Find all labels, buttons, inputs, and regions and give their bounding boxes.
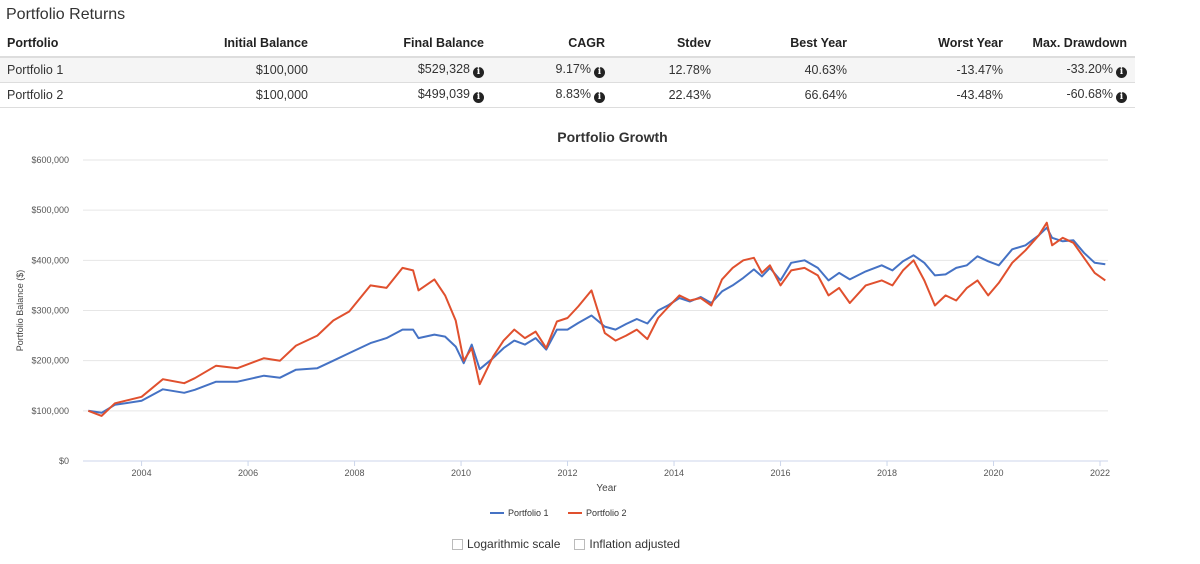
x-tick-label: 2010 (451, 468, 471, 478)
col-worst-year: Worst Year (855, 30, 1011, 58)
col-initial-balance: Initial Balance (185, 30, 316, 58)
col-final-balance: Final Balance (316, 30, 492, 58)
cell-portfolio: Portfolio 2 (0, 82, 185, 108)
inflation-option[interactable]: Inflation adjusted (574, 537, 680, 551)
x-tick-label: 2018 (877, 468, 897, 478)
cell-final-balance: $499,039 i (316, 82, 492, 108)
legend-label-1: Portfolio 1 (508, 508, 549, 518)
table-row: Portfolio 2 $100,000 $499,039 i 8.83% i 22… (0, 82, 1135, 108)
y-tick-label: $100,000 (31, 406, 69, 416)
series-line-1 (88, 226, 1106, 414)
info-icon[interactable]: i (594, 67, 605, 78)
x-tick-label: 2004 (132, 468, 152, 478)
x-tick-label: 2020 (984, 468, 1004, 478)
x-axis-label: Year (596, 483, 617, 494)
inflation-checkbox[interactable] (574, 538, 586, 550)
y-tick-label: $600,000 (31, 155, 69, 165)
log-scale-label: Logarithmic scale (467, 537, 561, 551)
cell-max-drawdown: -33.20% i (1011, 57, 1135, 83)
x-tick-label: 2014 (664, 468, 684, 478)
y-tick-label: $200,000 (31, 356, 69, 366)
y-tick-label: $0 (59, 456, 69, 466)
chart-title: Portfolio Growth (557, 129, 667, 145)
table-header-row: Portfolio Initial Balance Final Balance … (0, 30, 1135, 58)
x-tick-label: 2012 (558, 468, 578, 478)
y-tick-label: $400,000 (31, 255, 69, 265)
cell-worst-year: -43.48% (855, 82, 1011, 108)
cell-best-year: 66.64% (719, 82, 855, 108)
col-cagr: CAGR (492, 30, 613, 58)
inflation-label: Inflation adjusted (589, 537, 681, 551)
table-row: Portfolio 1 $100,000 $529,328 i 9.17% i 12… (0, 57, 1135, 83)
portfolio-growth-chart: Portfolio Growth $0 $100,000 $200,000 $300,0… (15, 129, 1110, 518)
series-line-2 (87, 221, 1106, 417)
cell-final-balance: $529,328 i (316, 57, 492, 83)
col-portfolio: Portfolio (0, 30, 185, 58)
info-icon[interactable]: i (1116, 67, 1127, 78)
cell-cagr: 9.17% i (492, 57, 613, 83)
y-tick-label: $500,000 (31, 205, 69, 215)
y-axis-label: Portfolio Balance ($) (15, 270, 25, 352)
log-scale-checkbox[interactable] (452, 538, 463, 550)
col-best-year: Best Year (719, 30, 855, 58)
info-icon[interactable]: i (1116, 92, 1127, 103)
x-tick-label: 2006 (238, 468, 258, 478)
col-stdev: Stdev (613, 30, 719, 58)
x-tick-label: 2022 (1090, 468, 1110, 478)
section-title: Portfolio Returns (6, 6, 126, 23)
cell-max-drawdown: -60.68% i (1011, 82, 1135, 108)
cell-portfolio: Portfolio 1 (0, 57, 185, 83)
cell-best-year: 40.63% (719, 57, 855, 83)
col-max-drawdown: Max. Drawdown (1011, 30, 1135, 58)
info-icon[interactable]: i (473, 92, 484, 103)
x-tick-label: 2008 (345, 468, 365, 478)
log-scale-option[interactable]: Logarithmic scale (452, 537, 560, 551)
y-tick-label: $300,000 (31, 306, 69, 316)
info-icon[interactable]: i (473, 67, 484, 78)
legend-label-2: Portfolio 2 (586, 508, 627, 518)
returns-table: Portfolio Initial Balance Final Balance … (0, 30, 1135, 108)
info-icon[interactable]: i (594, 92, 605, 103)
cell-cagr: 8.83% i (492, 82, 613, 108)
cell-worst-year: -13.47% (855, 57, 1011, 83)
cell-stdev: 12.78% (613, 57, 719, 83)
cell-initial-balance: $100,000 (185, 82, 316, 108)
x-tick-label: 2016 (771, 468, 791, 478)
cell-stdev: 22.43% (613, 82, 719, 108)
cell-initial-balance: $100,000 (185, 57, 316, 83)
chart-options: Logarithmic scale Inflation adjusted (452, 537, 680, 551)
